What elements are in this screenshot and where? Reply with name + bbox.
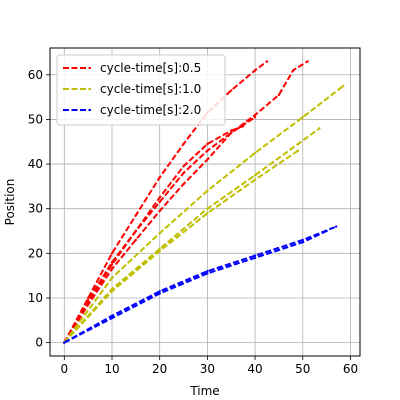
data-point: [134, 238, 138, 242]
series-layer: [63, 60, 345, 344]
y-axis-label: Position: [3, 179, 17, 226]
series-cycle-time[s]:2.0: [63, 225, 338, 344]
series-run-line: [63, 60, 268, 344]
data-point: [158, 196, 161, 199]
data-point: [110, 276, 114, 280]
x-tick-label: 60: [343, 362, 358, 376]
series-cycle-time[s]:1.0: [63, 84, 345, 344]
legend-box: [56, 54, 226, 126]
data-point: [206, 211, 209, 215]
x-tick-label: 30: [200, 362, 215, 376]
data-point: [206, 207, 209, 210]
data-point: [253, 178, 257, 181]
data-point: [253, 113, 257, 117]
legend-label: cycle-time[s]:2.0: [100, 103, 201, 117]
y-tick-label: 50: [28, 112, 43, 126]
data-point: [342, 84, 345, 88]
data-point: [134, 214, 138, 217]
data-point: [206, 272, 209, 275]
ticks: 0 10 20 30 40 50 60 0 10 20 30 40 50 60: [28, 68, 358, 376]
data-point: [206, 142, 209, 146]
data-point: [158, 232, 161, 235]
legend-label: cycle-time[s]:0.5: [100, 61, 201, 75]
data-point: [296, 149, 300, 152]
data-point: [230, 89, 233, 92]
data-point: [301, 238, 304, 242]
plot-frame: [49, 47, 361, 357]
y-tick-label: 40: [28, 157, 43, 171]
data-point: [182, 142, 185, 146]
data-point: [86, 296, 90, 300]
data-point: [206, 269, 209, 273]
data-point: [63, 341, 66, 344]
x-tick-label: 40: [247, 362, 262, 376]
y-tick-label: 60: [28, 68, 43, 82]
data-point: [86, 299, 90, 302]
data-point: [158, 247, 161, 251]
data-point: [206, 158, 209, 161]
data-point: [277, 93, 281, 97]
legend-label: cycle-time[s]:1.0: [100, 82, 201, 96]
data-point: [158, 292, 161, 295]
data-point: [265, 60, 269, 63]
data-point: [134, 229, 138, 233]
data-point: [158, 249, 161, 253]
x-axis-label: Time: [189, 384, 219, 398]
data-point: [110, 316, 114, 320]
data-point: [86, 303, 90, 306]
data-point: [253, 256, 257, 259]
data-point: [253, 151, 257, 155]
data-point: [292, 69, 295, 72]
data-point: [206, 189, 209, 193]
data-point: [110, 261, 114, 264]
legend: cycle-time[s]:0.5 cycle-time[s]:1.0 cycle-…: [56, 54, 226, 126]
series-cycle-time[s]:0.5: [63, 60, 309, 344]
data-point: [306, 60, 309, 63]
data-point: [110, 314, 114, 318]
data-point: [253, 174, 257, 177]
data-point: [158, 176, 161, 179]
data-point: [110, 267, 114, 271]
data-point: [158, 290, 161, 293]
data-point: [158, 200, 161, 204]
x-tick-label: 0: [60, 362, 68, 376]
data-point: [182, 165, 185, 168]
data-point: [182, 182, 185, 186]
data-point: [230, 129, 233, 132]
x-tick-label: 20: [152, 362, 167, 376]
data-point: [325, 229, 328, 233]
data-point: [253, 254, 257, 257]
x-tick-label: 50: [295, 362, 310, 376]
data-point: [301, 240, 304, 244]
y-tick-label: 10: [28, 291, 43, 305]
data-point: [296, 142, 300, 146]
data-point: [182, 171, 185, 175]
data-point: [253, 115, 257, 119]
series-run-line: [63, 60, 309, 344]
data-point: [301, 115, 304, 119]
y-tick-label: 20: [28, 246, 43, 260]
data-point: [318, 127, 321, 130]
data-point: [253, 69, 257, 72]
data-point: [158, 209, 161, 213]
x-tick-label: 10: [104, 362, 119, 376]
y-tick-label: 30: [28, 202, 43, 216]
series-run-line: [63, 149, 299, 344]
y-tick-label: 0: [35, 336, 43, 350]
data-point: [230, 131, 233, 135]
data-point: [206, 149, 209, 152]
data-point: [110, 252, 114, 255]
data-point: [110, 290, 114, 293]
data-point: [334, 225, 338, 228]
